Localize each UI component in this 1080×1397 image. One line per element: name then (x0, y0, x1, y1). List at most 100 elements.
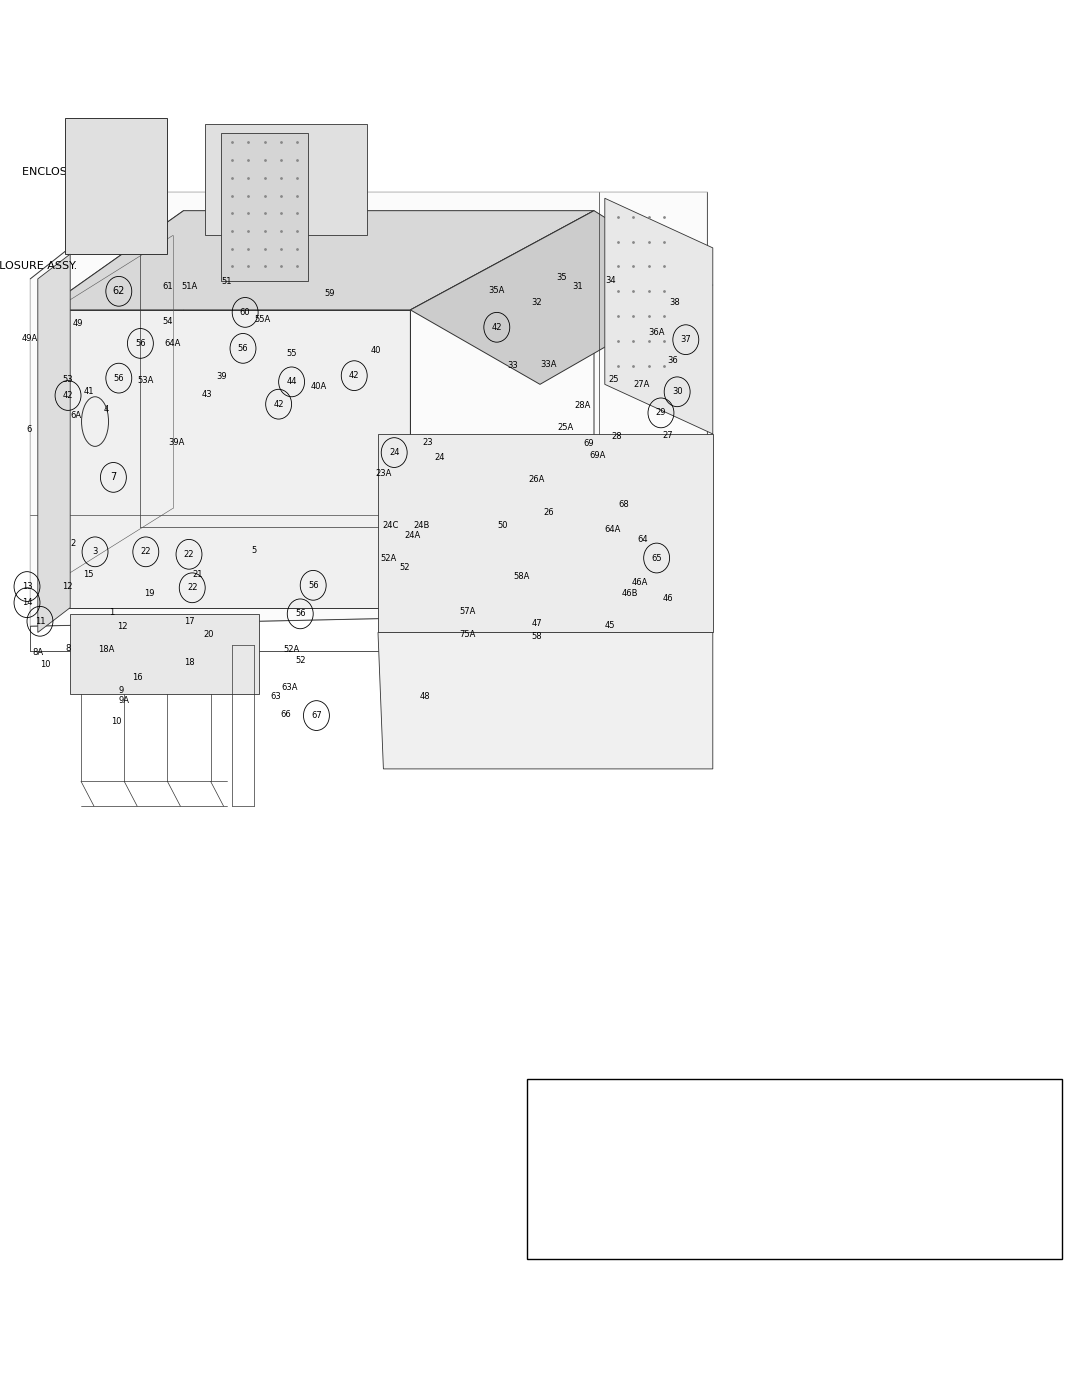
Text: 60: 60 (240, 307, 251, 317)
Text: 4-SUNBELT GREEN: 4-SUNBELT GREEN (538, 1222, 608, 1231)
Text: 6A: 6A (70, 411, 81, 420)
Text: 64: 64 (637, 535, 648, 543)
Text: 34: 34 (605, 275, 616, 285)
Text: 24: 24 (389, 448, 400, 457)
Text: ADD THE FOLLOWING DIGITS AFTER THE PART: ADD THE FOLLOWING DIGITS AFTER THE PART (538, 1091, 714, 1101)
Text: 66: 66 (281, 710, 292, 719)
Text: 47: 47 (531, 619, 542, 629)
Text: 8A: 8A (32, 648, 43, 657)
Text: 43: 43 (202, 390, 213, 398)
Text: 32: 32 (531, 298, 542, 307)
Text: 23: 23 (422, 439, 433, 447)
Text: 68: 68 (619, 500, 630, 509)
Text: 17: 17 (184, 617, 194, 626)
Text: 65: 65 (651, 553, 662, 563)
Text: 46B: 46B (621, 590, 638, 598)
Polygon shape (65, 117, 167, 254)
Text: 8-RED: 8-RED (784, 1222, 807, 1231)
Text: 52A: 52A (380, 553, 397, 563)
Text: 49A: 49A (22, 334, 39, 342)
Text: 46A: 46A (631, 578, 648, 587)
Polygon shape (221, 133, 308, 281)
Text: 24A: 24A (404, 531, 421, 541)
Polygon shape (378, 434, 713, 633)
Text: 24: 24 (434, 453, 445, 462)
Text: 24B: 24B (413, 521, 430, 531)
Text: 30: 30 (672, 387, 683, 397)
Text: 16: 16 (132, 672, 143, 682)
Text: 63A: 63A (281, 683, 298, 692)
Text: 59: 59 (324, 289, 335, 299)
Text: DCA-150SSJU3— ENCLOSURE  ASSY.: DCA-150SSJU3— ENCLOSURE ASSY. (365, 25, 974, 54)
Text: 52: 52 (295, 657, 306, 665)
Text: 12: 12 (117, 622, 127, 631)
Text: 49: 49 (72, 319, 83, 328)
Text: 69A: 69A (589, 451, 606, 460)
Text: 3-SPECTRUM GREY: 3-SPECTRUM GREY (538, 1203, 610, 1213)
Text: 39: 39 (216, 373, 227, 381)
Text: 52: 52 (400, 563, 410, 573)
Text: 29: 29 (656, 408, 666, 418)
Polygon shape (38, 254, 70, 633)
Text: 24C: 24C (382, 521, 400, 531)
Text: 48: 48 (419, 693, 430, 701)
Text: 22: 22 (187, 584, 198, 592)
Text: 23A: 23A (375, 469, 392, 478)
Text: 12: 12 (62, 583, 72, 591)
Text: 33: 33 (508, 362, 518, 370)
Text: 55: 55 (286, 349, 297, 358)
Text: 57A: 57A (459, 606, 476, 616)
Text: 40: 40 (370, 346, 381, 355)
Text: 21: 21 (192, 570, 203, 578)
Text: 19: 19 (144, 590, 154, 598)
Text: 40A: 40A (310, 383, 327, 391)
Text: 64A: 64A (164, 339, 181, 348)
Text: 15: 15 (83, 570, 94, 578)
Text: 9: 9 (119, 686, 123, 696)
Text: 42: 42 (491, 323, 502, 331)
Text: 64A: 64A (604, 525, 621, 534)
Text: 6-CATERPILLAR YELLOW: 6-CATERPILLAR YELLOW (784, 1185, 876, 1193)
Text: 53A: 53A (137, 376, 154, 386)
Text: 51: 51 (221, 277, 232, 286)
Polygon shape (43, 211, 184, 608)
Text: 38: 38 (670, 298, 680, 307)
Text: 42: 42 (273, 400, 284, 409)
Text: 7: 7 (110, 472, 117, 482)
Text: 6: 6 (27, 425, 31, 433)
Polygon shape (70, 613, 259, 694)
Polygon shape (205, 124, 367, 236)
Text: 7-CATO GOLD: 7-CATO GOLD (784, 1203, 836, 1213)
Text: 46: 46 (662, 595, 673, 604)
Text: 39A: 39A (167, 439, 185, 447)
Text: 8: 8 (66, 644, 70, 652)
Text: 36: 36 (667, 356, 678, 365)
Text: 75A: 75A (459, 630, 476, 640)
Text: 35: 35 (556, 274, 567, 282)
Text: 31: 31 (572, 282, 583, 291)
Text: 42: 42 (349, 372, 360, 380)
Text: 36A: 36A (648, 328, 665, 337)
Polygon shape (378, 633, 713, 768)
Text: 56: 56 (238, 344, 248, 353)
Text: 35A: 35A (488, 285, 505, 295)
Text: 56: 56 (295, 609, 306, 619)
Text: 22: 22 (184, 550, 194, 559)
Polygon shape (605, 198, 713, 434)
Text: 26: 26 (543, 507, 554, 517)
Text: 56: 56 (113, 373, 124, 383)
Text: PAGE 90 — DCA-150SSJU3—  OPERATION AND PARTS  MANUAL — REV. #0  (11/14/07): PAGE 90 — DCA-150SSJU3— OPERATION AND PA… (179, 1358, 901, 1373)
Text: 58: 58 (531, 631, 542, 641)
Text: 58A: 58A (513, 573, 530, 581)
Text: 25A: 25A (557, 423, 575, 432)
Text: 56: 56 (308, 581, 319, 590)
Text: 2-WHITE: 2-WHITE (538, 1185, 570, 1193)
Text: 27: 27 (662, 430, 673, 440)
Text: 50: 50 (497, 521, 508, 531)
Text: 5-BLACK: 5-BLACK (784, 1166, 815, 1175)
Text: 18A: 18A (97, 645, 114, 654)
Text: 28: 28 (611, 432, 622, 441)
Text: 41: 41 (83, 387, 94, 397)
Text: 1: 1 (109, 608, 113, 617)
Text: 14: 14 (22, 598, 32, 608)
